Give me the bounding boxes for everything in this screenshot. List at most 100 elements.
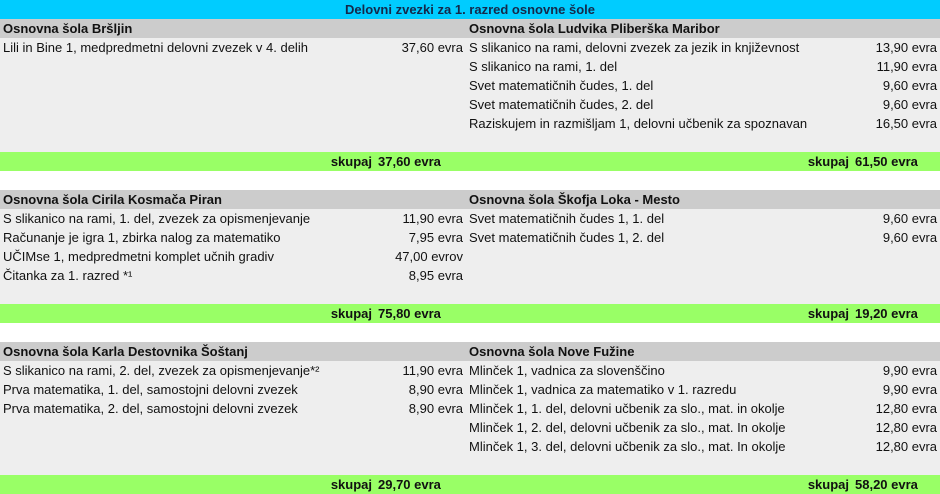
total-label: skupaj bbox=[0, 475, 375, 494]
empty-cell bbox=[852, 285, 940, 304]
table-row: S slikanico na rami, 1. del, zvezek za o… bbox=[0, 209, 940, 228]
empty-cell bbox=[0, 114, 375, 133]
empty-cell bbox=[852, 266, 940, 285]
table-row: Mlinček 1, 2. del, delovni učbenik za sl… bbox=[0, 418, 940, 437]
empty-cell bbox=[375, 19, 466, 38]
total-value: 58,20 evra bbox=[852, 475, 940, 494]
total-label: skupaj bbox=[0, 152, 375, 171]
item-price: 37,60 evra bbox=[375, 38, 466, 57]
item-price: 12,80 evra bbox=[852, 437, 940, 456]
item-price: 9,60 evra bbox=[852, 228, 940, 247]
empty-cell bbox=[375, 456, 466, 475]
total-row: skupaj 75,80 evra skupaj 19,20 evra bbox=[0, 304, 940, 323]
item-price: 9,60 evra bbox=[852, 95, 940, 114]
total-value: 29,70 evra bbox=[375, 475, 466, 494]
school-name: Osnovna šola Škofja Loka - Mesto bbox=[466, 190, 852, 209]
empty-cell bbox=[0, 285, 375, 304]
total-label: skupaj bbox=[466, 304, 852, 323]
total-value: 75,80 evra bbox=[375, 304, 466, 323]
item-price: 11,90 evra bbox=[375, 209, 466, 228]
school-name: Osnovna šola Nove Fužine bbox=[466, 342, 852, 361]
total-row: skupaj 29,70 evra skupaj 58,20 evra bbox=[0, 475, 940, 494]
item-price: 9,90 evra bbox=[852, 380, 940, 399]
table-row: Prva matematika, 2. del, samostojni delo… bbox=[0, 399, 940, 418]
empty-cell bbox=[375, 95, 466, 114]
table-row: UČIMse 1, medpredmetni komplet učnih gra… bbox=[0, 247, 940, 266]
item-name: Mlinček 1, 2. del, delovni učbenik za sl… bbox=[466, 418, 852, 437]
item-price: 13,90 evra bbox=[852, 38, 940, 57]
item-price: 9,60 evra bbox=[852, 76, 940, 95]
school-name: Osnovna šola Karla Destovnika Šoštanj bbox=[0, 342, 375, 361]
item-name: Svet matematičnih čudes, 1. del bbox=[466, 76, 852, 95]
item-name: Mlinček 1, vadnica za matematiko v 1. ra… bbox=[466, 380, 852, 399]
total-label: skupaj bbox=[0, 304, 375, 323]
table-row: Računanje je igra 1, zbirka nalog za mat… bbox=[0, 228, 940, 247]
empty-cell bbox=[466, 456, 852, 475]
empty-cell bbox=[0, 437, 375, 456]
empty-cell bbox=[375, 418, 466, 437]
empty-cell bbox=[375, 437, 466, 456]
total-row: skupaj 37,60 evra skupaj 61,50 evra bbox=[0, 152, 940, 171]
item-price: 8,90 evra bbox=[375, 399, 466, 418]
empty-cell bbox=[375, 114, 466, 133]
school-header-row: Osnovna šola Karla Destovnika Šoštanj Osn… bbox=[0, 342, 940, 361]
total-value: 61,50 evra bbox=[852, 152, 940, 171]
item-price: 9,60 evra bbox=[852, 209, 940, 228]
table-row: Lili in Bine 1, medpredmetni delovni zve… bbox=[0, 38, 940, 57]
empty-cell bbox=[852, 342, 940, 361]
page-title: Delovni zvezki za 1. razred osnovne šole bbox=[0, 0, 940, 19]
item-price: 16,50 evra bbox=[852, 114, 940, 133]
empty-cell bbox=[375, 133, 466, 152]
spacer bbox=[0, 323, 940, 342]
table-row bbox=[0, 456, 940, 475]
table-row: Svet matematičnih čudes, 2. del 9,60 evra bbox=[0, 95, 940, 114]
table-row: S slikanico na rami, 1. del 11,90 evra bbox=[0, 57, 940, 76]
empty-cell bbox=[852, 247, 940, 266]
empty-cell bbox=[375, 190, 466, 209]
title-row: Delovni zvezki za 1. razred osnovne šole bbox=[0, 0, 940, 19]
table-row bbox=[0, 133, 940, 152]
item-name: S slikanico na rami, 1. del, zvezek za o… bbox=[0, 209, 375, 228]
school-name: Osnovna šola Ludvika Pliberška Maribor bbox=[466, 19, 852, 38]
table-row: Svet matematičnih čudes, 1. del 9,60 evra bbox=[0, 76, 940, 95]
empty-cell bbox=[0, 418, 375, 437]
item-name: Mlinček 1, 1. del, delovni učbenik za sl… bbox=[466, 399, 852, 418]
empty-cell bbox=[0, 95, 375, 114]
item-name: Lili in Bine 1, medpredmetni delovni zve… bbox=[0, 38, 375, 57]
item-price: 11,90 evra bbox=[852, 57, 940, 76]
spacer bbox=[0, 171, 940, 190]
spacer-row bbox=[0, 323, 940, 342]
empty-cell bbox=[466, 285, 852, 304]
item-name: Svet matematičnih čudes 1, 1. del bbox=[466, 209, 852, 228]
table-row: Prva matematika, 1. del, samostojni delo… bbox=[0, 380, 940, 399]
item-price: 8,95 evra bbox=[375, 266, 466, 285]
item-name: Čitanka za 1. razred *¹ bbox=[0, 266, 375, 285]
total-value: 19,20 evra bbox=[852, 304, 940, 323]
item-price: 9,90 evra bbox=[852, 361, 940, 380]
total-label: skupaj bbox=[466, 152, 852, 171]
item-name: S slikanico na rami, 1. del bbox=[466, 57, 852, 76]
item-price: 12,80 evra bbox=[852, 418, 940, 437]
empty-cell bbox=[852, 133, 940, 152]
table-row: Raziskujem in razmišljam 1, delovni učbe… bbox=[0, 114, 940, 133]
item-price: 7,95 evra bbox=[375, 228, 466, 247]
empty-cell bbox=[0, 76, 375, 95]
empty-cell bbox=[466, 266, 852, 285]
empty-cell bbox=[0, 456, 375, 475]
item-price: 12,80 evra bbox=[852, 399, 940, 418]
empty-cell bbox=[375, 76, 466, 95]
empty-cell bbox=[375, 57, 466, 76]
item-name: Prva matematika, 2. del, samostojni delo… bbox=[0, 399, 375, 418]
item-name: Prva matematika, 1. del, samostojni delo… bbox=[0, 380, 375, 399]
school-header-row: Osnovna šola Cirila Kosmača Piran Osnovna… bbox=[0, 190, 940, 209]
empty-cell bbox=[375, 342, 466, 361]
empty-cell bbox=[466, 247, 852, 266]
empty-cell bbox=[852, 456, 940, 475]
item-name: Mlinček 1, vadnica za slovenščino bbox=[466, 361, 852, 380]
item-price: 8,90 evra bbox=[375, 380, 466, 399]
spacer-row bbox=[0, 171, 940, 190]
empty-cell bbox=[466, 133, 852, 152]
item-name: Mlinček 1, 3. del, delovni učbenik za sl… bbox=[466, 437, 852, 456]
school-name: Osnovna šola Bršljin bbox=[0, 19, 375, 38]
